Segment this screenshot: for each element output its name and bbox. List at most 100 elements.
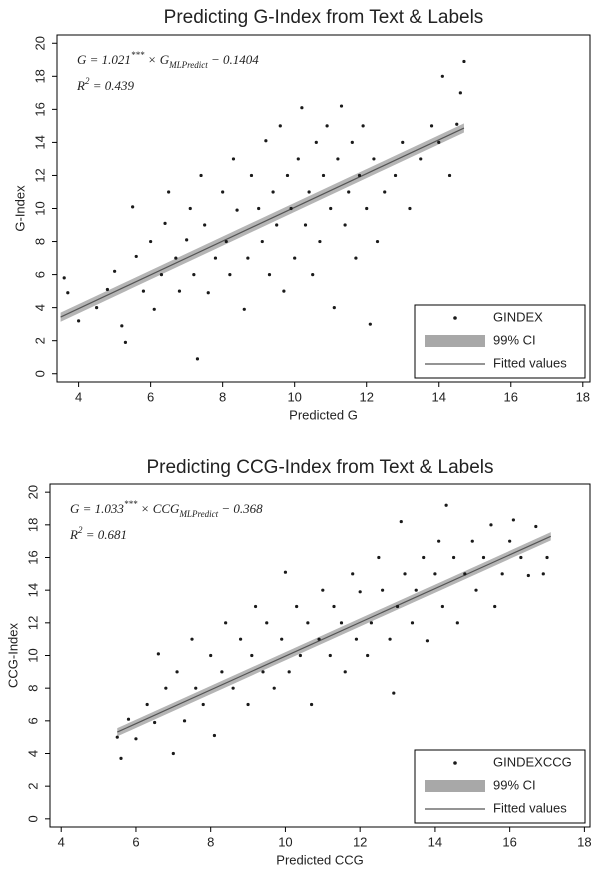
r-squared: R2 = 0.681 bbox=[69, 525, 127, 542]
point bbox=[171, 751, 175, 756]
point bbox=[164, 686, 168, 690]
point bbox=[329, 206, 333, 211]
point bbox=[295, 604, 299, 609]
equation-part: R bbox=[69, 527, 78, 542]
point bbox=[190, 637, 194, 641]
point bbox=[275, 223, 279, 227]
point bbox=[429, 124, 434, 128]
y-tick-label: 4 bbox=[25, 750, 40, 757]
point bbox=[447, 173, 452, 178]
equation-part: *** bbox=[131, 50, 145, 60]
x-tick-label: 16 bbox=[502, 834, 516, 849]
point bbox=[511, 518, 515, 522]
point bbox=[174, 256, 178, 260]
point bbox=[134, 254, 138, 259]
point bbox=[462, 59, 466, 64]
point bbox=[458, 91, 462, 95]
point bbox=[489, 523, 493, 527]
x-axis-label: Predicted G bbox=[289, 407, 358, 422]
point bbox=[159, 272, 164, 277]
point bbox=[149, 239, 153, 244]
equation-part: MLPredict bbox=[178, 509, 218, 519]
point bbox=[368, 322, 372, 326]
r-squared: R2 = 0.439 bbox=[76, 76, 134, 93]
point bbox=[257, 206, 261, 211]
point bbox=[280, 637, 284, 641]
x-tick-label: 10 bbox=[287, 389, 301, 404]
point bbox=[120, 324, 124, 328]
point bbox=[419, 157, 423, 161]
y-tick-label: 4 bbox=[32, 304, 47, 311]
x-tick-label: 12 bbox=[359, 389, 373, 404]
point bbox=[321, 173, 326, 178]
point bbox=[272, 686, 276, 690]
point bbox=[303, 223, 308, 227]
point bbox=[119, 756, 123, 761]
point bbox=[282, 289, 286, 293]
point bbox=[354, 637, 359, 641]
legend-marker bbox=[425, 335, 485, 347]
point bbox=[361, 124, 365, 128]
point bbox=[545, 555, 549, 560]
point bbox=[339, 104, 344, 108]
equation-part: = 0.681 bbox=[82, 527, 127, 542]
x-tick-label: 6 bbox=[147, 389, 154, 404]
point bbox=[306, 621, 310, 625]
point bbox=[177, 289, 182, 293]
point bbox=[414, 588, 418, 592]
x-tick-label: 8 bbox=[207, 834, 214, 849]
point bbox=[375, 239, 380, 244]
point bbox=[328, 653, 332, 658]
point bbox=[336, 157, 340, 161]
point bbox=[163, 221, 167, 225]
point bbox=[203, 223, 207, 227]
equation-part: 2 bbox=[85, 76, 90, 86]
point bbox=[152, 307, 156, 311]
point bbox=[332, 306, 336, 310]
point bbox=[463, 572, 467, 576]
point bbox=[289, 206, 293, 211]
point bbox=[265, 621, 269, 625]
x-tick-label: 18 bbox=[577, 834, 591, 849]
y-tick-label: 8 bbox=[25, 685, 40, 692]
point bbox=[194, 686, 198, 690]
point bbox=[311, 272, 315, 277]
point bbox=[307, 190, 311, 194]
fit-line bbox=[117, 535, 552, 733]
point bbox=[393, 173, 398, 178]
point bbox=[246, 256, 250, 260]
point bbox=[283, 570, 288, 574]
x-tick-label: 4 bbox=[75, 389, 82, 404]
point bbox=[253, 604, 258, 609]
point bbox=[267, 272, 272, 277]
y-tick-label: 18 bbox=[32, 69, 47, 83]
point bbox=[433, 572, 437, 576]
point bbox=[519, 555, 523, 560]
x-tick-label: 6 bbox=[132, 834, 139, 849]
point bbox=[474, 588, 478, 592]
point bbox=[321, 588, 325, 592]
chart: Predicting G-Index from Text & Labels 4 6 8… bbox=[12, 7, 591, 422]
point bbox=[366, 653, 370, 658]
point bbox=[113, 269, 117, 273]
point bbox=[224, 621, 228, 625]
point bbox=[246, 702, 250, 707]
point bbox=[188, 206, 192, 211]
point bbox=[231, 686, 235, 690]
point bbox=[383, 190, 387, 194]
point bbox=[314, 140, 318, 145]
y-tick-label: 2 bbox=[25, 783, 40, 790]
point bbox=[185, 238, 189, 242]
x-tick-label: 10 bbox=[278, 834, 292, 849]
y-tick-label: 20 bbox=[32, 36, 47, 50]
y-tick-label: 18 bbox=[25, 518, 40, 532]
point bbox=[500, 572, 504, 576]
point bbox=[175, 670, 179, 674]
equation-part: G = 1.021 bbox=[77, 52, 131, 67]
point bbox=[95, 306, 99, 310]
point bbox=[134, 737, 138, 741]
point bbox=[221, 190, 225, 194]
point bbox=[317, 637, 321, 641]
point bbox=[395, 604, 400, 609]
